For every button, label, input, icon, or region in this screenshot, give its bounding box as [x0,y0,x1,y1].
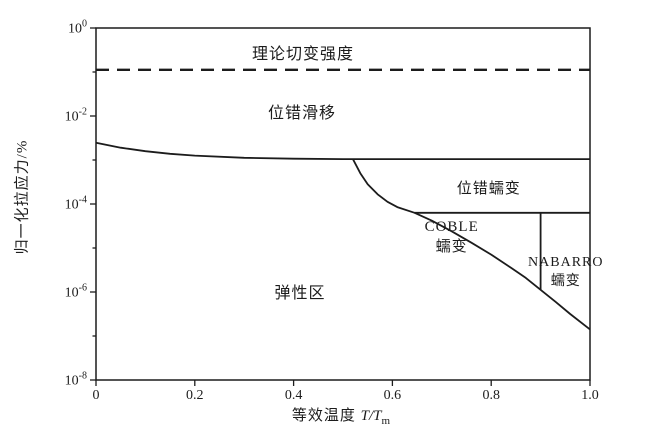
x-tick-label: 0.4 [284,388,303,403]
x-tick-label: 0.6 [383,388,402,403]
theoretical-strength-label: 理论切变强度 [251,46,354,64]
y-tick-label: 10-6 [64,282,87,301]
nabarro-creep-label: NABARRO 蠕变 [528,254,604,289]
dislocation-glide-lower-boundary [95,141,590,160]
y-tick-label: 10-4 [64,194,87,213]
coble-creep-label: COBLE 蠕变 [424,218,479,255]
y-axis-title: 归一化拉应力/% [11,140,32,255]
x-axis-title: 等效温度 T/Tm [292,404,390,427]
dislocation-creep-label: 位错蠕变 [456,180,521,197]
elastic-creep-boundary-curve [352,158,591,331]
x-axis-subscript: m [381,415,391,427]
x-tick-label: 0.2 [186,388,204,403]
y-tick-label: 10-2 [64,106,87,125]
dislocation-glide-label: 位错滑移 [267,105,336,123]
x-tick-label: 0 [92,388,100,403]
plot-frame [95,27,591,381]
y-axis-title-text: 归一化拉应力/% [14,139,31,255]
x-tick-label: 1.0 [581,388,599,403]
x-axis-variable: T/T [360,408,382,424]
elastic-region-label: 弹性区 [274,285,326,303]
y-tick-label: 10-8 [64,370,87,389]
y-tick-label: 100 [68,18,87,37]
x-axis-title-text: 等效温度 [291,408,361,424]
x-tick-label: 0.8 [482,388,500,403]
